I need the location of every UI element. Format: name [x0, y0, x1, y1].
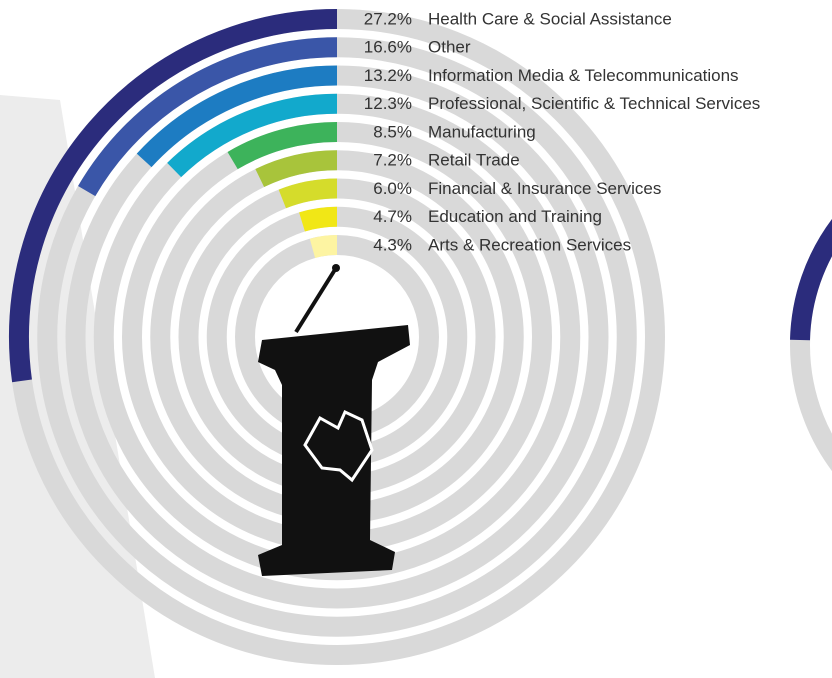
category-label: Financial & Insurance Services [428, 179, 661, 198]
value-label: 4.7% [373, 207, 412, 226]
bar-arc [302, 217, 337, 222]
value-label: 6.0% [373, 179, 412, 198]
bar-arc [260, 160, 337, 178]
category-label: Other [428, 38, 471, 57]
microphone-head [332, 264, 340, 272]
value-label: 4.3% [373, 235, 412, 254]
second-chart-fragment [800, 145, 832, 545]
microphone [296, 268, 336, 332]
bar-arc [312, 245, 337, 248]
partial-ring [800, 145, 832, 545]
category-label: Information Media & Telecommunications [428, 66, 739, 85]
bar-arc [282, 189, 337, 199]
category-label: Health Care & Social Assistance [428, 9, 672, 28]
category-label: Professional, Scientific & Technical Ser… [428, 94, 760, 113]
value-label: 13.2% [364, 66, 412, 85]
category-label: Manufacturing [428, 122, 536, 141]
value-label: 8.5% [373, 122, 412, 141]
value-label: 12.3% [364, 94, 412, 113]
value-label: 27.2% [364, 9, 412, 28]
chart: 27.2% Health Care & Social Assistance 16.6… [0, 0, 832, 678]
value-label: 16.6% [364, 38, 412, 57]
category-label: Arts & Recreation Services [428, 235, 631, 254]
category-label: Retail Trade [428, 151, 520, 170]
value-label: 7.2% [373, 151, 412, 170]
category-label: Education and Training [428, 207, 602, 226]
partial-arc [800, 225, 832, 340]
